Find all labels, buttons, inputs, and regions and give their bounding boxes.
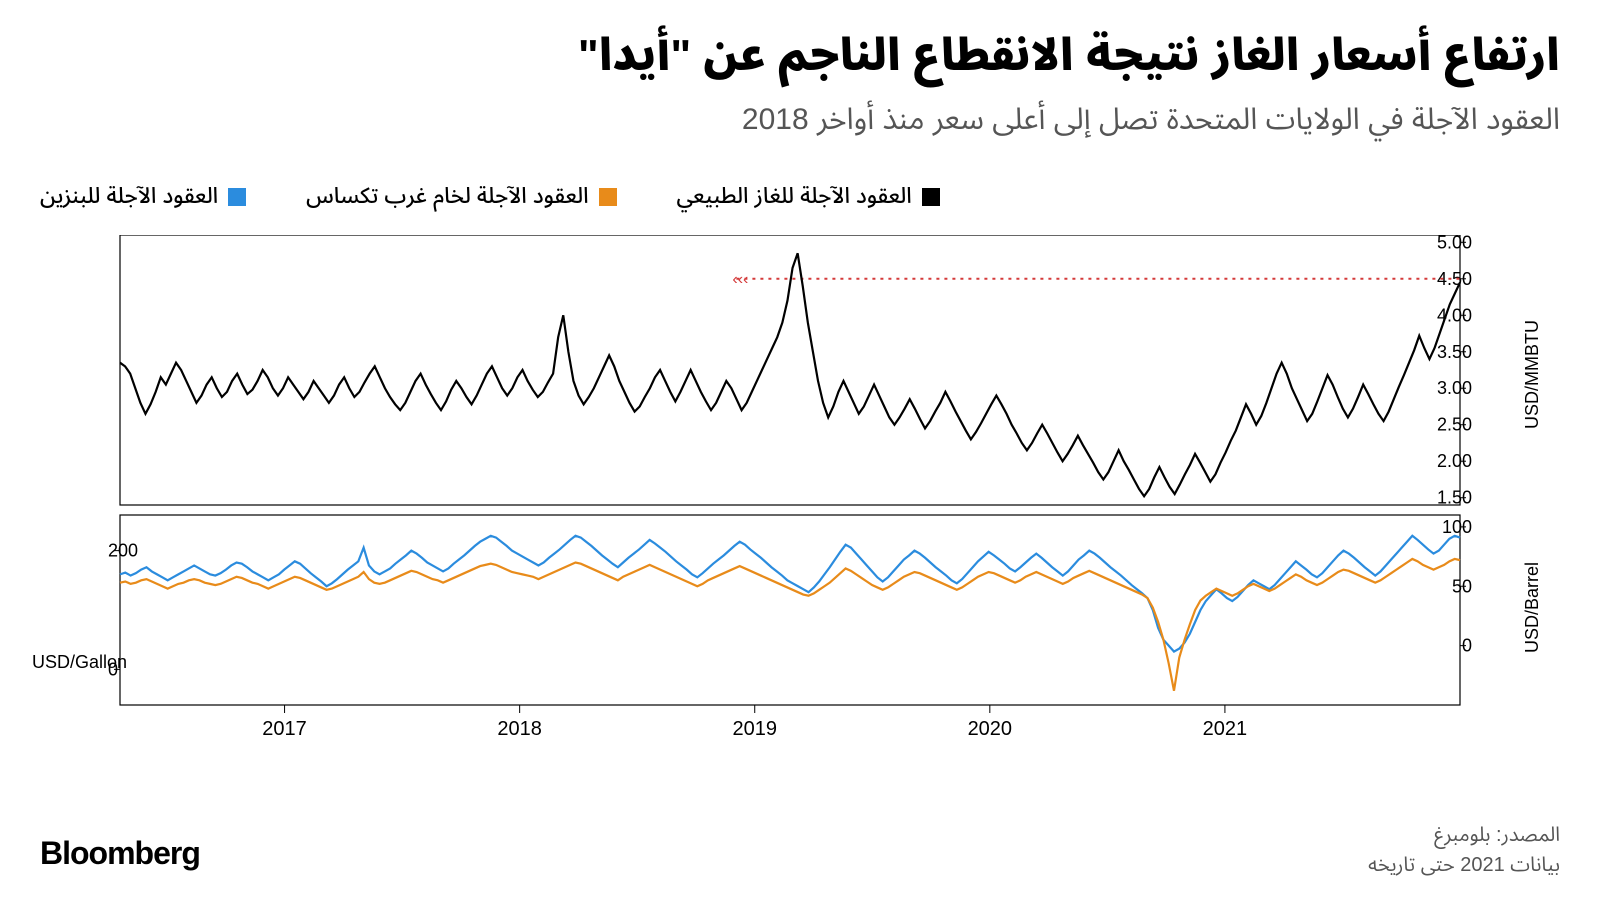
legend-label-1: العقود الآجلة لخام غرب تكساس (306, 174, 588, 220)
legend-swatch-2 (922, 188, 940, 206)
svg-text:5.00: 5.00 (1437, 235, 1472, 252)
legend-item-1: العقود الآجلة لخام غرب تكساس (306, 174, 616, 220)
svg-text:2.50: 2.50 (1437, 415, 1472, 435)
svg-text:2017: 2017 (262, 718, 307, 740)
svg-text:›››: ››› (732, 271, 748, 288)
legend-item-0: العقود الآجلة للبنزين (40, 174, 246, 220)
svg-text:4.00: 4.00 (1437, 305, 1472, 325)
svg-text:1.50: 1.50 (1437, 487, 1472, 507)
gasoline-line (120, 536, 1460, 652)
source-note: المصدر: بلومبرغ بيانات 2021 حتى تاريخه (1368, 820, 1560, 880)
svg-text:2.00: 2.00 (1437, 451, 1472, 471)
svg-text:2019: 2019 (732, 718, 777, 740)
source-line2: بيانات 2021 حتى تاريخه (1368, 850, 1560, 880)
chart-subtitle: العقود الآجلة في الولايات المتحدة تصل إل… (40, 89, 1560, 152)
svg-text:2021: 2021 (1203, 718, 1248, 740)
legend: العقود الآجلة للبنزين العقود الآجلة لخام … (40, 174, 1560, 220)
wti-line (120, 559, 1460, 691)
svg-text:0: 0 (1462, 635, 1472, 655)
bottom-left-axis-label: USD/Gallon (32, 652, 127, 673)
legend-label-0: العقود الآجلة للبنزين (40, 174, 218, 220)
legend-label-2: العقود الآجلة للغاز الطبيعي (677, 174, 912, 220)
svg-text:2020: 2020 (968, 718, 1013, 740)
svg-text:50: 50 (1452, 576, 1472, 596)
svg-text:3.50: 3.50 (1437, 342, 1472, 362)
bottom-right-axis-label: USD/Barrel (1522, 562, 1543, 653)
svg-text:2018: 2018 (497, 718, 542, 740)
svg-text:200: 200 (108, 540, 138, 560)
bloomberg-logo: Bloomberg (40, 835, 200, 872)
source-line1: المصدر: بلومبرغ (1368, 820, 1560, 850)
legend-swatch-0 (228, 188, 246, 206)
chart-title: ارتفاع أسعار الغاز نتيجة الانقطاع الناجم… (40, 30, 1560, 83)
legend-swatch-1 (599, 188, 617, 206)
svg-text:3.00: 3.00 (1437, 378, 1472, 398)
top-right-axis-label: USD/MMBTU (1522, 320, 1543, 429)
svg-text:100: 100 (1442, 517, 1472, 537)
chart-area: 1.502.002.503.003.504.004.505.00›››02000… (40, 235, 1560, 775)
natgas-line (120, 253, 1460, 496)
legend-item-2: العقود الآجلة للغاز الطبيعي (677, 174, 940, 220)
